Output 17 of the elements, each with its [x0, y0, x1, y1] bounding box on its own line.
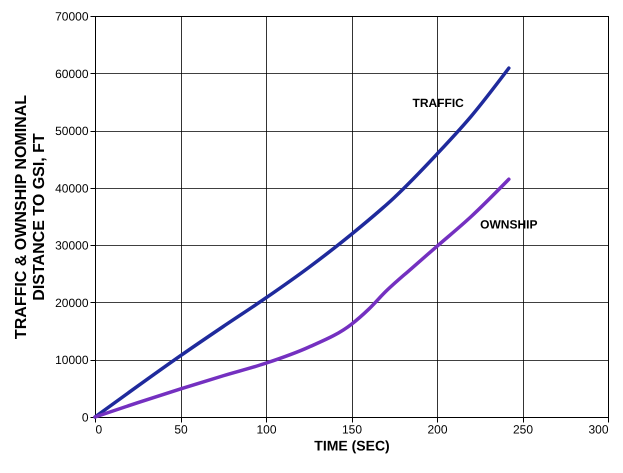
- y-tick-label: 0: [82, 410, 89, 424]
- x-tick-label: 50: [174, 422, 188, 436]
- y-tick-label: 40000: [55, 181, 89, 196]
- y-tick-label: 70000: [55, 10, 89, 24]
- y-tick-label: 60000: [55, 66, 89, 81]
- y-tick-label: 30000: [55, 238, 89, 253]
- x-tick-label: 200: [427, 422, 448, 436]
- x-tick-label: 0: [96, 422, 102, 436]
- y-tick-label: 20000: [55, 296, 89, 310]
- y-tick-label: 50000: [55, 124, 89, 138]
- x-tick-label: 300: [588, 422, 609, 436]
- x-tick-label: 100: [256, 422, 277, 436]
- y-axis-title: TRAFFIC & OWNSHIP NOMINAL DISTANCE TO GSI, FT: [13, 94, 48, 340]
- x-tick-label: 250: [512, 422, 534, 436]
- y-tick-label: 10000: [55, 353, 89, 368]
- x-tick-label: 150: [342, 422, 362, 436]
- x-axis-title: TIME (SEC): [314, 438, 390, 454]
